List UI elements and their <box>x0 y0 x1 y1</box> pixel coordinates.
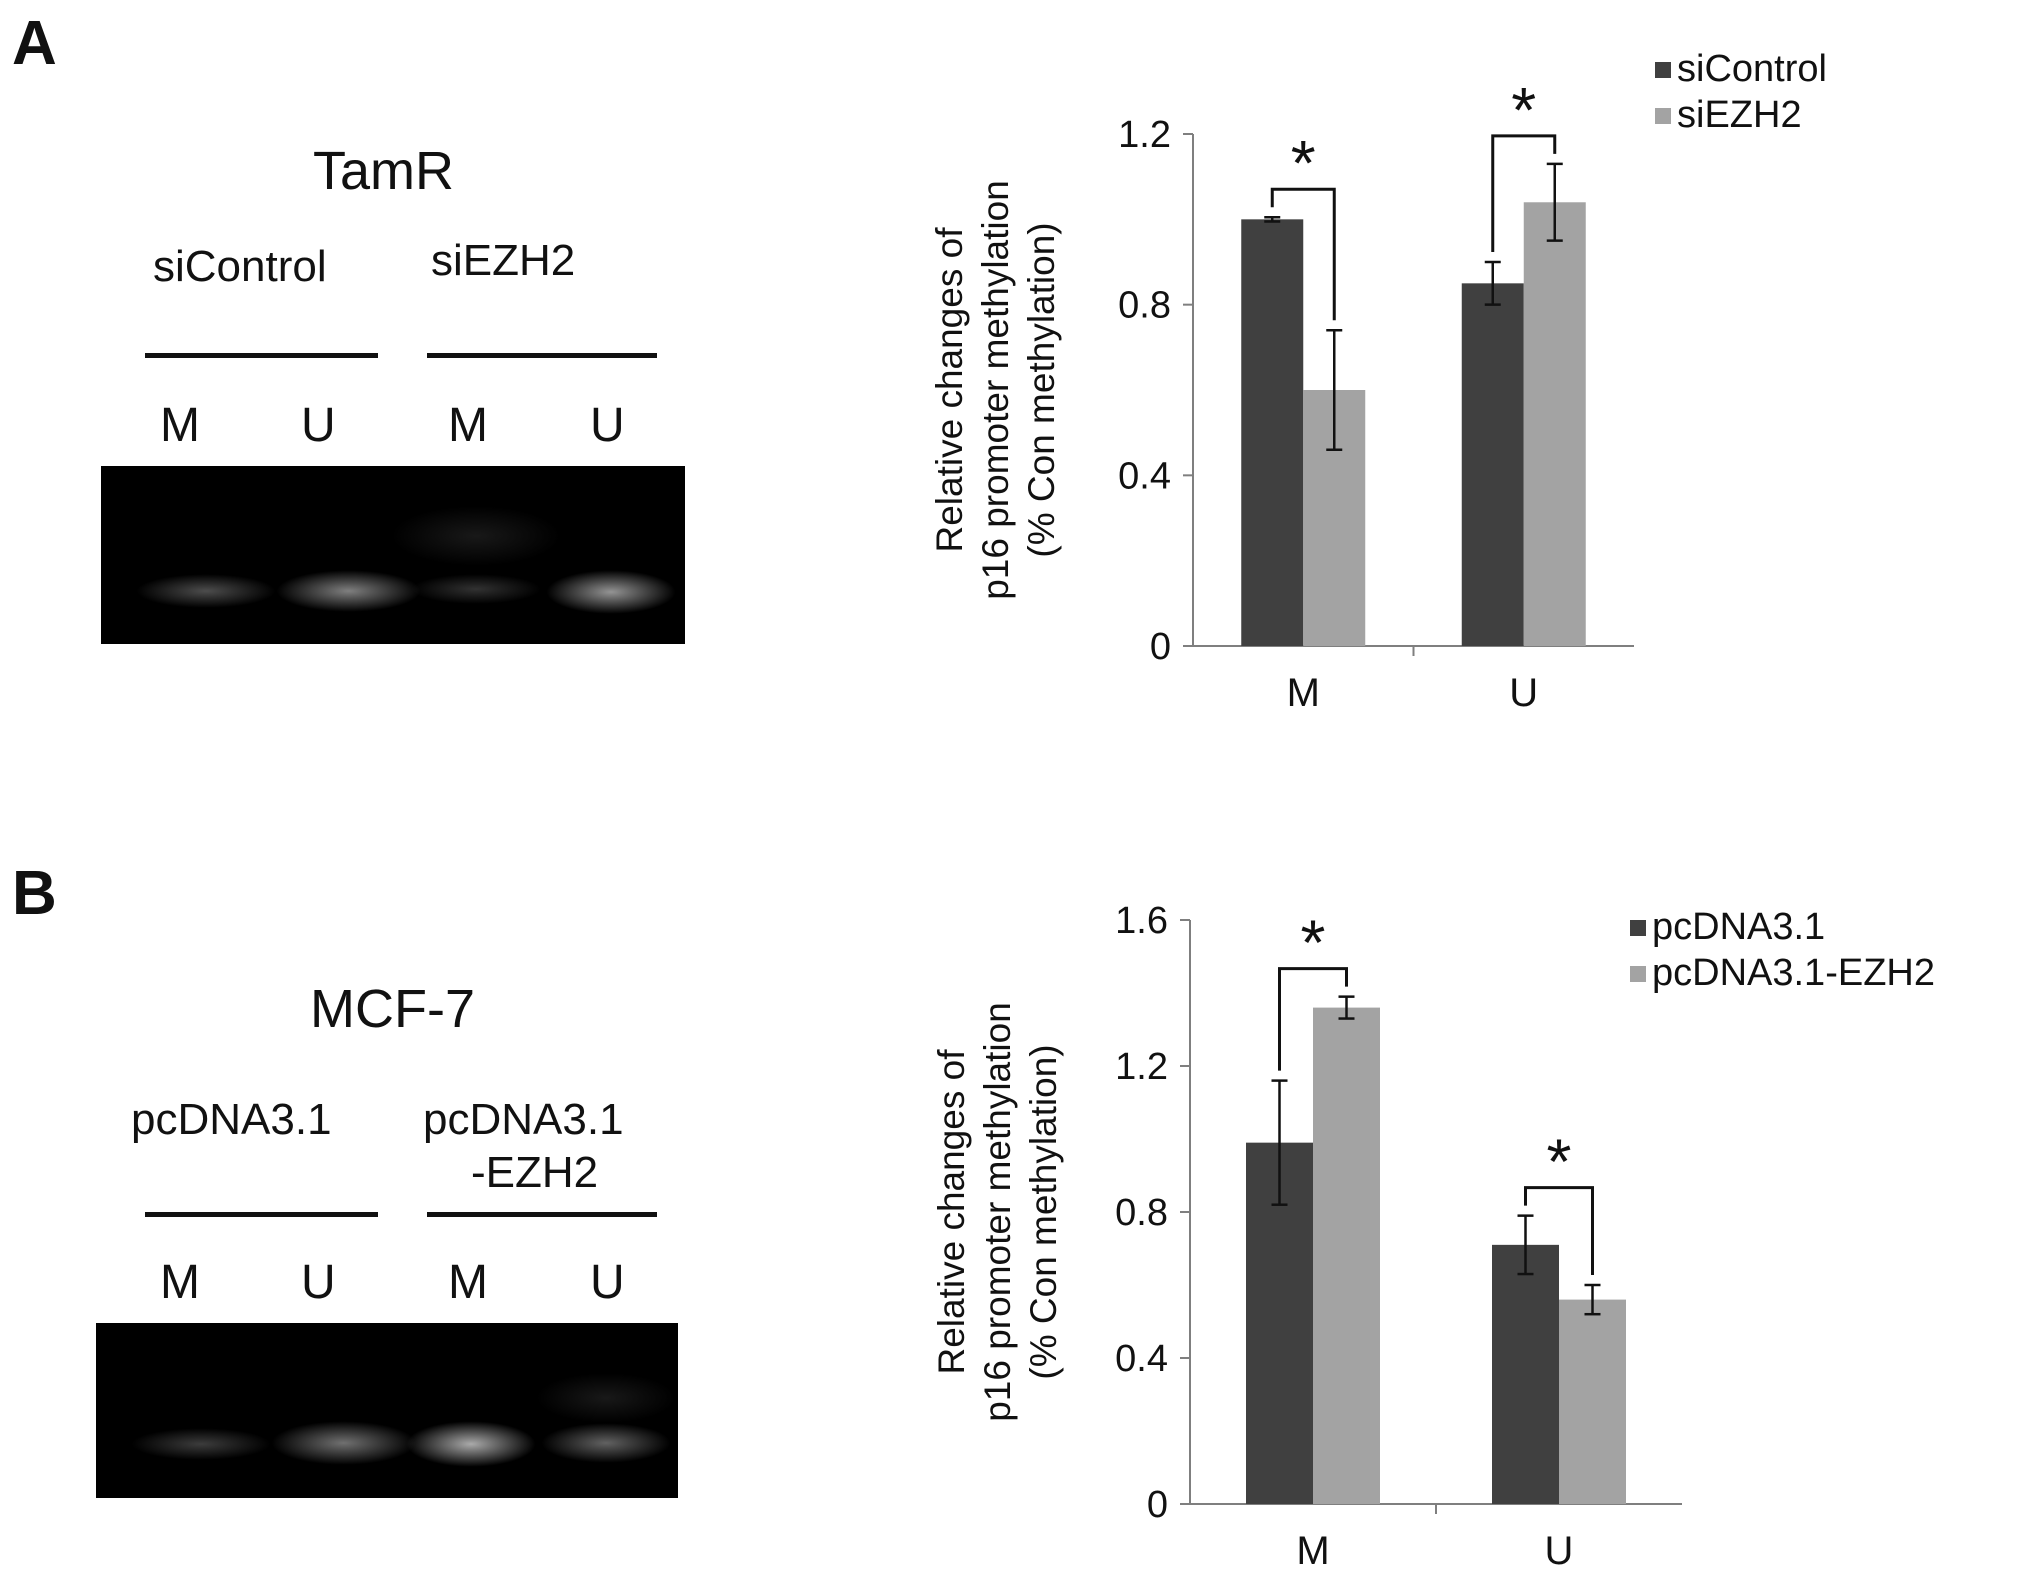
gel-image-a <box>101 466 685 644</box>
chart-b-y-tick-label-0: 0 <box>1147 1484 1168 1526</box>
gel-a-band-2 <box>276 570 421 612</box>
chart-a-bar-u-1 <box>1461 283 1524 646</box>
chart-a-y-tick-label-0: 0 <box>1150 626 1171 668</box>
chart-b-bar-m-2 <box>1313 1007 1380 1504</box>
gel-b-lane-3: M <box>448 1256 488 1309</box>
gel-b-lane-1: M <box>160 1256 200 1309</box>
legend-a-swatch-2 <box>1655 107 1671 124</box>
gel-b-condition-2-line-1: pcDNA3.1 <box>423 1095 624 1144</box>
gel-b-band-4 <box>541 1423 671 1463</box>
chart-b-y-tick-label-3: 1.2 <box>1115 1046 1168 1088</box>
gel-a-band-3 <box>411 574 541 604</box>
chart-b-ylabel-line-2: p16 promoter methylation <box>977 1002 1018 1422</box>
chart-a-ylabel-line-3: (% Con methylation) <box>1021 222 1062 557</box>
chart-a-sig-star-u: * <box>1511 74 1536 146</box>
chart-b-ylabel-line-3: (% Con methylation) <box>1023 1044 1064 1379</box>
chart-a-sig-bracket-m <box>1270 187 1336 321</box>
gel-image-b <box>96 1323 678 1498</box>
gel-a-condition-2: siEZH2 <box>431 236 576 285</box>
panel-letter-a: A <box>12 9 57 78</box>
chart-b-y-tick-label-2: 0.8 <box>1115 1192 1168 1234</box>
gel-b-group-line-2 <box>427 1212 657 1217</box>
chart-b: 0 0.4 0.8 1.2 1.6 * M * U Relative changes of p16 … <box>931 900 1682 1573</box>
gel-a-lane-3: M <box>448 399 488 452</box>
chart-a-y-tick-label-3: 1.2 <box>1118 114 1171 156</box>
legend-b-swatch-2 <box>1630 965 1646 982</box>
chart-a-x-tick-label-1: U <box>1509 671 1538 715</box>
legend-a-label-2: siEZH2 <box>1677 94 1802 136</box>
chart-b-bar-u-1 <box>1492 1244 1559 1504</box>
legend-b-label-2: pcDNA3.1-EZH2 <box>1652 952 1935 994</box>
chart-b-x-tick-label-1: U <box>1545 1529 1574 1573</box>
gel-a-lane-4: U <box>590 399 625 452</box>
gel-b-smear <box>536 1373 676 1423</box>
legend-a-swatch-1 <box>1655 61 1671 78</box>
legend-a-label-1: siControl <box>1677 48 1827 90</box>
chart-a-ylabel-line-2: p16 promoter methylation <box>975 180 1016 600</box>
chart-b-sig-bracket-u <box>1524 1186 1594 1275</box>
gel-b-band-1 <box>131 1428 271 1460</box>
legend-a-item-2: siEZH2 <box>1655 94 1802 137</box>
legend-b-item-1: pcDNA3.1 <box>1630 906 1825 949</box>
chart-a-y-tick-label-2: 0.8 <box>1118 285 1171 327</box>
gel-b-condition-2-line-2: -EZH2 <box>471 1148 599 1197</box>
gel-a-band-4 <box>546 570 676 614</box>
gel-a-band-1 <box>136 574 276 608</box>
legend-b-label-1: pcDNA3.1 <box>1652 906 1826 948</box>
chart-a-bar-u-2 <box>1523 202 1586 646</box>
chart-b-bar-u-2 <box>1559 1299 1626 1504</box>
chart-b-ylabel-line-1: Relative changes of <box>931 1049 972 1375</box>
chart-b-y-tick-label-1: 0.4 <box>1115 1338 1168 1380</box>
chart-b-sig-bracket-m <box>1278 967 1348 1071</box>
gel-title-a: TamR <box>313 141 455 201</box>
gel-a-smear <box>391 506 561 566</box>
legend-b-swatch-1 <box>1630 919 1646 936</box>
chart-b-sig-star-u: * <box>1547 1126 1572 1198</box>
chart-a-sig-bracket-u <box>1491 134 1557 252</box>
gel-a-group-line-2 <box>427 353 657 358</box>
gel-b-lane-4: U <box>590 1256 625 1309</box>
gel-b-lane-2: U <box>301 1256 336 1309</box>
gel-title-b: MCF-7 <box>310 979 475 1039</box>
gel-a-lane-1: M <box>160 399 200 452</box>
chart-a: 0 0.4 0.8 1.2 * M * U Relative changes of p16 pro… <box>929 74 1634 715</box>
chart-a-sig-star-m: * <box>1291 127 1316 199</box>
chart-a-x-tick-label-0: M <box>1287 671 1320 715</box>
gel-b-group-line-1 <box>145 1212 378 1217</box>
chart-a-bar-m-1 <box>1241 219 1304 647</box>
legend-b-item-2: pcDNA3.1-EZH2 <box>1630 952 1935 995</box>
panel-letter-b: B <box>12 859 57 928</box>
gel-a-condition-1: siControl <box>153 242 327 291</box>
chart-b-x-tick-label-0: M <box>1296 1529 1329 1573</box>
chart-a-ylabel-line-1: Relative changes of <box>929 227 970 553</box>
chart-a-y-tick-label-1: 0.4 <box>1118 455 1171 497</box>
gel-a-lane-2: U <box>301 399 336 452</box>
chart-b-y-tick-label-4: 1.6 <box>1115 900 1168 942</box>
gel-a-group-line-1 <box>145 353 378 358</box>
gel-b-band-2 <box>271 1421 416 1465</box>
legend-a-item-1: siControl <box>1655 48 1827 91</box>
gel-b-condition-1: pcDNA3.1 <box>131 1095 332 1144</box>
chart-b-sig-star-m: * <box>1301 907 1326 979</box>
gel-b-band-3 <box>406 1421 536 1467</box>
